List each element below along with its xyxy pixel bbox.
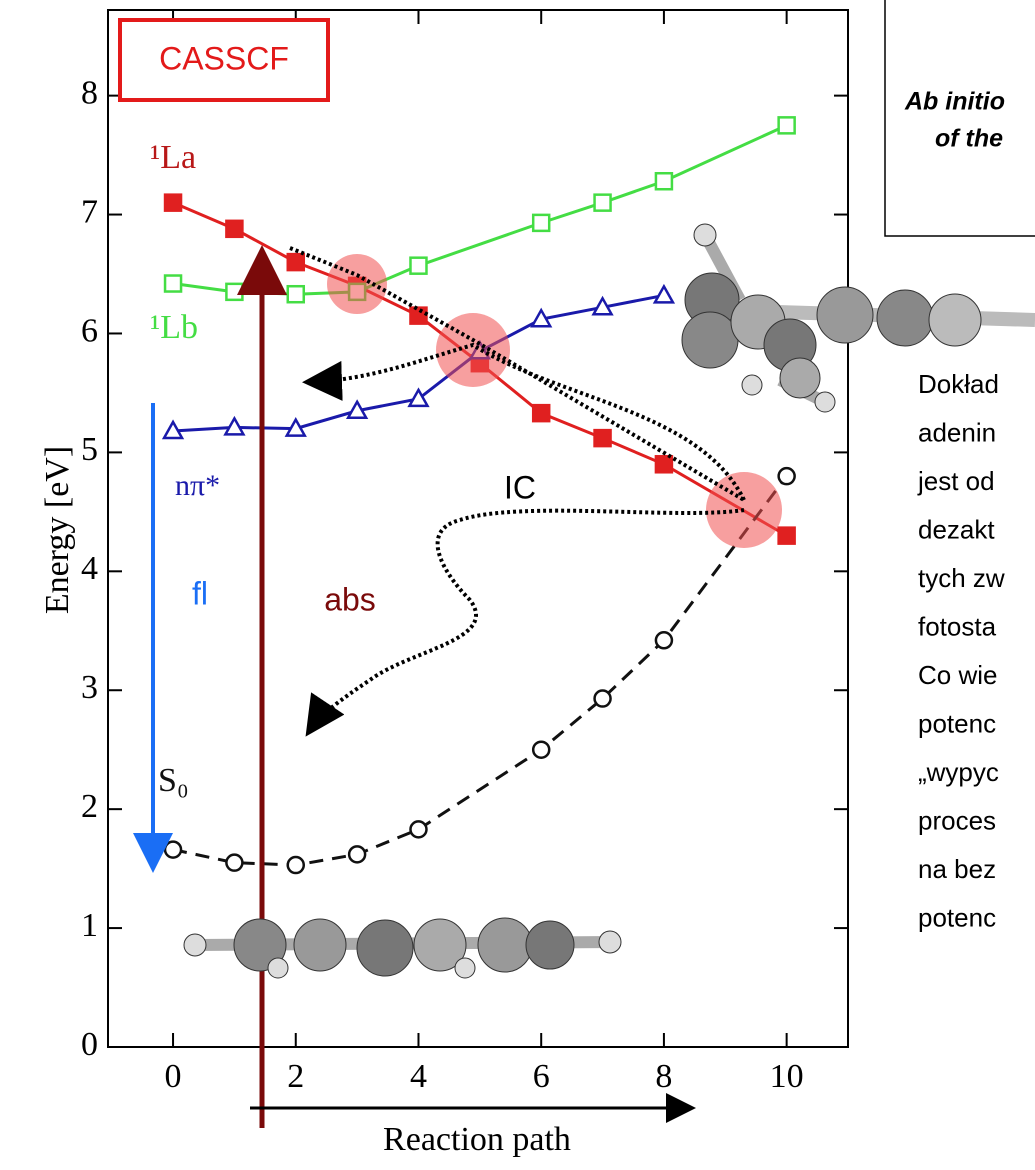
x-axis-title: Reaction path [383,1121,571,1158]
y-tick-label: 4 [81,550,98,587]
side-text-line: potenc [918,708,996,738]
point [226,284,242,300]
point [165,842,181,858]
side-text-line: dezakt [918,514,995,544]
point [655,286,673,302]
x-tick-label: 0 [165,1058,182,1095]
annotation: IC [504,469,536,505]
point [595,430,611,446]
series-line [173,125,787,294]
x-tick-label: 6 [533,1058,550,1095]
point [779,468,795,484]
point [288,254,304,270]
point [410,308,426,324]
x-tick-label: 8 [655,1058,672,1095]
side-text-line: Dokład [918,369,999,399]
point [226,855,242,871]
side-text-line: na bez [918,854,996,884]
molecule [184,918,621,978]
side-text-line: tych zw [918,563,1005,593]
point [165,195,181,211]
point [226,221,242,237]
annotation: fl [192,575,208,611]
side-text-line: potenc [918,902,996,932]
y-tick-label: 1 [81,907,98,944]
y-tick-label: 0 [81,1026,98,1063]
point [595,195,611,211]
point [410,258,426,274]
point [410,821,426,837]
y-axis-title: Energy [eV] [39,446,76,614]
x-tick-label: 2 [287,1058,304,1095]
point [656,632,672,648]
side-text-line: fotosta [918,611,997,641]
series-line [173,476,787,865]
chart: Ab initio of the 0 1 2 3 4 5 6 7 8 0 2 4 6 8 10 CASSCF… [0,0,1035,1170]
point [288,857,304,873]
series-label: ¹La [150,139,196,176]
method-label: CASSCF [159,40,289,76]
point [349,846,365,862]
crossing-highlight [327,254,387,314]
y-tick-label: 6 [81,312,98,349]
x-tick-label: 10 [770,1058,804,1095]
side-text-line: Co wie [918,660,997,690]
series-label: S₀ [158,762,189,799]
y-tick-label: 5 [81,431,98,468]
point [779,117,795,133]
point [165,276,181,292]
point [533,405,549,421]
point [533,215,549,231]
point [595,691,611,707]
side-box [885,0,1035,236]
side-text-line: adenin [918,417,996,447]
y-tick-label: 8 [81,74,98,111]
y-tick-label: 7 [81,193,98,230]
side-text-line: jest od [917,466,995,496]
point [656,173,672,189]
slide: Ab initio of the 0 1 2 3 4 5 6 7 8 0 2 4 6 8 10 CASSCF… [0,0,1035,1170]
point [288,286,304,302]
side-box-line: of the [935,125,1003,153]
point [779,528,795,544]
point [656,456,672,472]
side-box-line: Ab initio [904,88,1005,116]
point [533,742,549,758]
x-tick-label: 4 [410,1058,427,1095]
annotation: abs [324,581,376,617]
side-text-line: proces [918,805,996,835]
series-label: nπ* [175,469,220,502]
y-tick-label: 3 [81,669,98,706]
y-tick-label: 2 [81,788,98,825]
series-label: ¹Lb [150,309,198,346]
side-text-line: „wypyc [918,757,999,787]
